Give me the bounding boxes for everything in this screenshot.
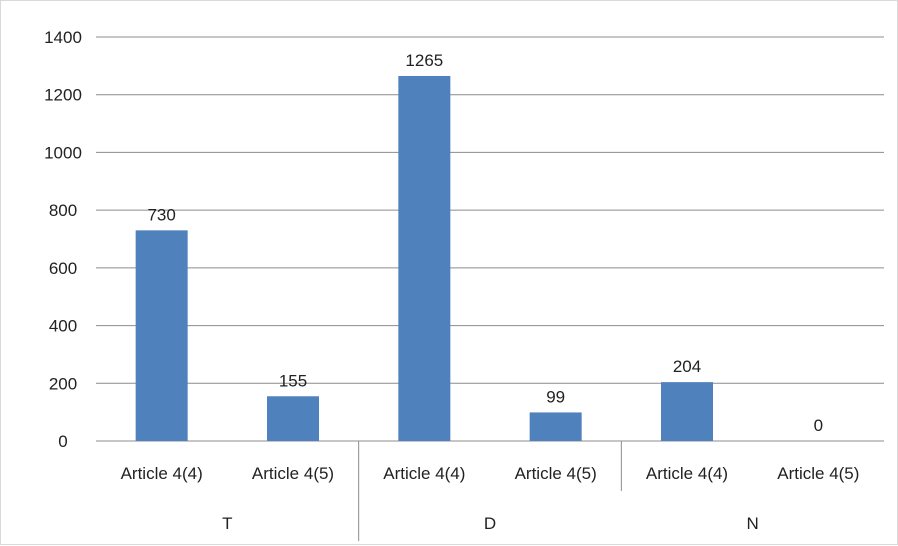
- data-label-5: 0: [814, 416, 823, 435]
- bar-0: [135, 230, 188, 441]
- bar-2: [398, 75, 451, 441]
- bars: [135, 75, 713, 441]
- data-label-2: 1265: [405, 51, 443, 70]
- y-tick-label-600: 600: [49, 259, 77, 278]
- y-tick-label-800: 800: [49, 201, 77, 220]
- y-tick-label-400: 400: [49, 317, 77, 336]
- y-tick-label-1400: 1400: [44, 28, 82, 47]
- y-tick-label-0: 0: [58, 432, 67, 451]
- y-tick-label-200: 200: [49, 374, 77, 393]
- group-label-t: T: [222, 514, 232, 533]
- y-axis-tick-labels: 0 200 400 600 800 1000 1200 1400: [44, 28, 82, 451]
- y-tick-label-1200: 1200: [44, 86, 82, 105]
- data-labels: 730 155 1265 99 204 0: [147, 51, 823, 435]
- category-label-4: Article 4(4): [646, 464, 728, 483]
- data-label-4: 204: [673, 357, 701, 376]
- bar-3: [529, 412, 582, 441]
- data-label-0: 730: [147, 205, 175, 224]
- gridlines: [96, 36, 884, 442]
- data-label-3: 99: [546, 387, 565, 406]
- category-label-2: Article 4(4): [383, 464, 465, 483]
- category-label-5: Article 4(5): [777, 464, 859, 483]
- bar-4: [661, 382, 713, 441]
- group-label-d: D: [484, 514, 496, 533]
- bar-1: [267, 396, 319, 441]
- category-label-0: Article 4(4): [121, 464, 203, 483]
- category-label-3: Article 4(5): [515, 464, 597, 483]
- x-axis-category-labels: Article 4(4) Article 4(5) Article 4(4) Arti…: [121, 441, 859, 541]
- y-tick-label-1000: 1000: [44, 143, 82, 162]
- data-label-1: 155: [279, 371, 307, 390]
- category-label-1: Article 4(5): [252, 464, 334, 483]
- group-label-n: N: [747, 514, 759, 533]
